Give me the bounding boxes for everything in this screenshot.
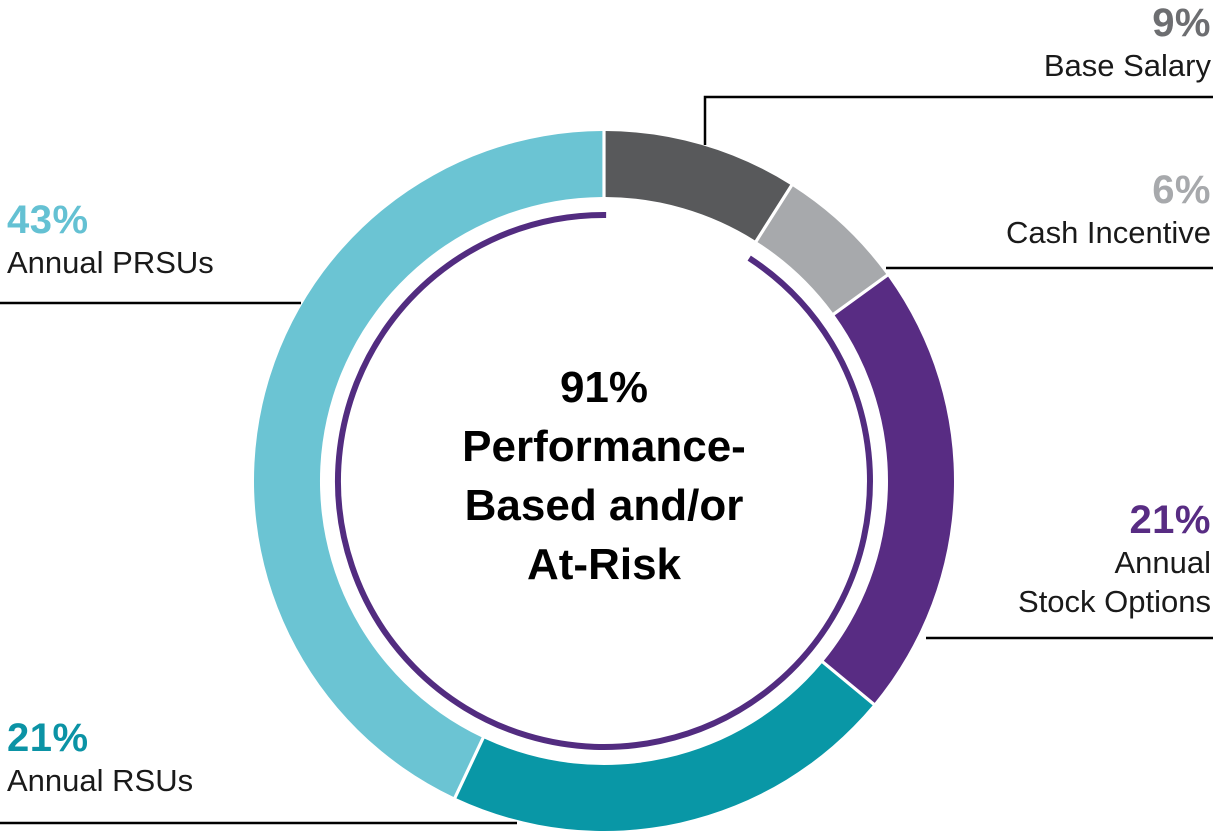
callout-pct: 43% (7, 198, 89, 242)
callout-label-line: Annual PRSUs (7, 245, 214, 280)
callout-label-line: Base Salary (1043, 48, 1211, 83)
donut-center-text-line: At-Risk (526, 540, 682, 589)
callout-annual-stock-options: 21% Annual Stock Options (1018, 497, 1211, 621)
callout-annual-rsus: 21% Annual RSUs (7, 715, 193, 800)
callout-label-line: Cash Incentive (1005, 215, 1211, 250)
donut-center-text-line: 91% (559, 363, 649, 412)
segment-annual-rsus (456, 663, 873, 832)
leader-line-base-salary (703, 95, 1213, 145)
callout-label-line: Annual RSUs (7, 763, 194, 798)
callout-cash-incentive: 6% Cash Incentive (1006, 167, 1211, 252)
callout-annual-prsus: 43% Annual PRSUs (7, 197, 214, 282)
callout-label-line: Annual (1114, 545, 1211, 580)
segment-cash-incentive (757, 186, 887, 313)
donut-center-text-line: Based and/or (464, 481, 744, 530)
callout-pct: 6% (1152, 168, 1211, 212)
callout-pct: 9% (1152, 1, 1211, 45)
segment-annual-prsus (254, 131, 603, 797)
donut-center-text-line: Performance- (462, 422, 746, 471)
donut-center-label: 91% Performance- Based and/or At-Risk (374, 358, 834, 594)
segment-annual-stock-options (823, 276, 954, 703)
segment-base-salary (605, 131, 791, 241)
inner-accent-arc (334, 212, 873, 750)
callout-pct: 21% (7, 716, 89, 760)
callout-pct: 21% (1129, 498, 1211, 542)
callout-base-salary: 9% Base Salary (1044, 0, 1211, 85)
callout-label-line: Stock Options (1018, 584, 1211, 619)
